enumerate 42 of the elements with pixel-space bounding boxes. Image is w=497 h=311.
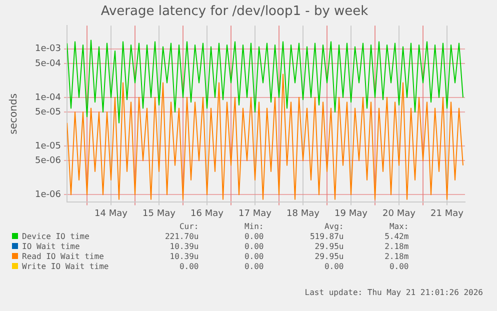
text: 29.95u [314, 242, 344, 252]
text: 5.42m [384, 232, 409, 242]
text: 2.18m [384, 242, 409, 252]
x-tick-label: 14 May [94, 208, 128, 219]
text: 0.00 [243, 242, 264, 252]
text: 10.39u [168, 242, 199, 252]
x-tick-label: 15 May [142, 208, 176, 219]
y-tick-label: 1e-04 [35, 92, 62, 103]
text: 0.00 [323, 262, 344, 272]
x-tick-label: 20 May [382, 208, 416, 219]
x-tick-label: 17 May [238, 208, 272, 219]
chart-title: Average latency for /dev/loop1 - by week [100, 4, 369, 20]
x-tick-label: 21 May [430, 208, 464, 219]
text: Avg: [323, 222, 344, 232]
text: Min: [243, 222, 264, 232]
text: 519.87u [308, 232, 344, 242]
legend-label: Read IO Wait time [21, 252, 105, 262]
text: 29.95u [314, 252, 344, 262]
text: 10.39u [168, 252, 199, 262]
x-tick-label: 19 May [334, 208, 368, 219]
text: Max: [388, 222, 409, 232]
text: 2.18m [384, 252, 409, 262]
legend-label: IO Wait time [21, 242, 81, 252]
legend-label: Write IO Wait time [21, 262, 109, 272]
text: 0.00 [243, 232, 264, 242]
text: 221.70u [164, 232, 199, 242]
y-tick-label: 5e-05 [35, 107, 61, 118]
text: Last update: Thu May 21 21:01:26 2026 [304, 288, 483, 297]
y-tick-label: 1e-03 [35, 44, 61, 54]
y-tick-label: 5e-04 [35, 58, 62, 69]
y-tick-label: 1e-05 [35, 141, 61, 152]
text: 0.00 [243, 252, 264, 262]
y-tick-label: 5e-06 [35, 156, 62, 166]
x-tick-label: 16 May [190, 208, 224, 219]
y-axis-title: seconds [8, 93, 20, 134]
text: 0.00 [243, 262, 264, 272]
text: 0.00 [388, 262, 409, 272]
y-tick-label: 1e-06 [35, 190, 62, 200]
text: Cur: [178, 222, 199, 232]
x-tick-label: 18 May [286, 208, 320, 219]
legend-label: Device IO time [21, 232, 90, 242]
text: 0.00 [178, 262, 199, 272]
